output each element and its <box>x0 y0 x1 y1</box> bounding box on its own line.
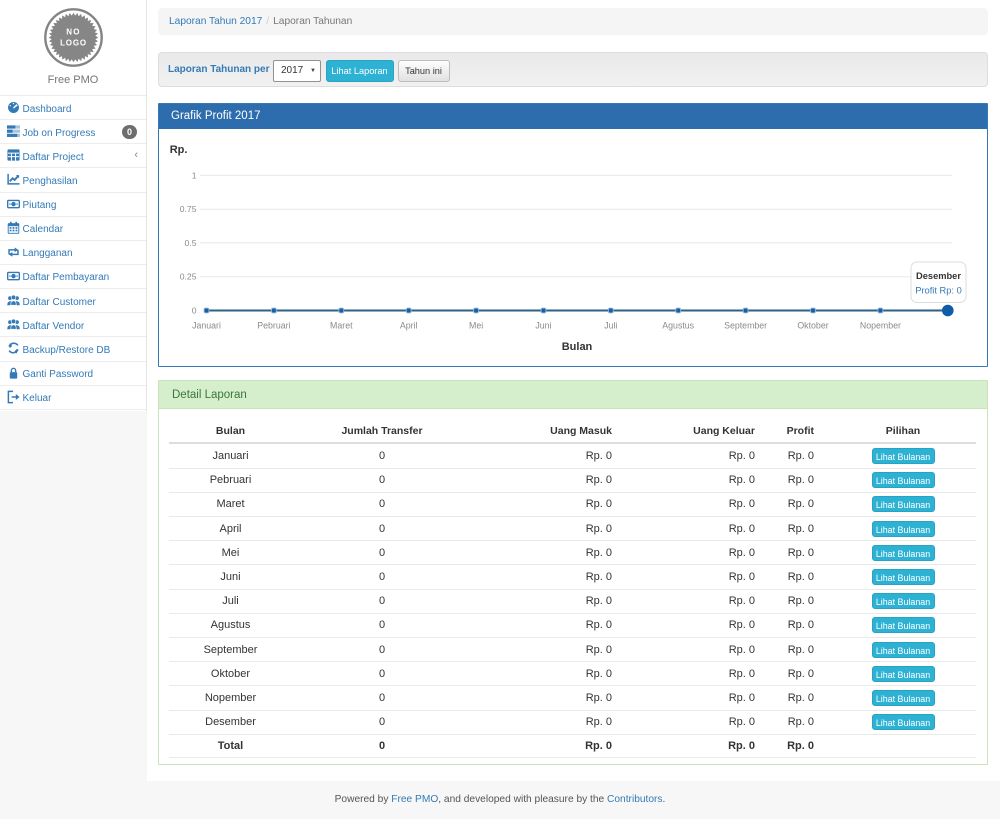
svg-text:0: 0 <box>192 306 197 316</box>
svg-text:LOGO: LOGO <box>60 39 87 48</box>
svg-text:Bulan: Bulan <box>562 341 593 353</box>
svg-text:April: April <box>400 321 418 331</box>
svg-text:Oktober: Oktober <box>797 321 828 331</box>
svg-text:Maret: Maret <box>330 321 353 331</box>
svg-text:September: September <box>724 321 767 331</box>
svg-text:0.25: 0.25 <box>180 272 197 282</box>
svg-text:Mei: Mei <box>469 321 483 331</box>
svg-text:Agustus: Agustus <box>662 321 694 331</box>
svg-text:0.75: 0.75 <box>180 204 197 214</box>
svg-text:Juni: Juni <box>535 321 551 331</box>
svg-text:Profit Rp: 0: Profit Rp: 0 <box>915 286 962 296</box>
svg-text:Juli: Juli <box>604 321 617 331</box>
svg-text:Pebruari: Pebruari <box>257 321 290 331</box>
svg-text:Rp.: Rp. <box>170 144 188 156</box>
svg-text:0.5: 0.5 <box>185 238 197 248</box>
svg-text:Januari: Januari <box>192 321 221 331</box>
svg-text:1: 1 <box>192 170 197 180</box>
svg-text:NO: NO <box>66 28 80 37</box>
svg-text:Desember: Desember <box>916 271 961 281</box>
svg-text:Nopember: Nopember <box>860 321 901 331</box>
